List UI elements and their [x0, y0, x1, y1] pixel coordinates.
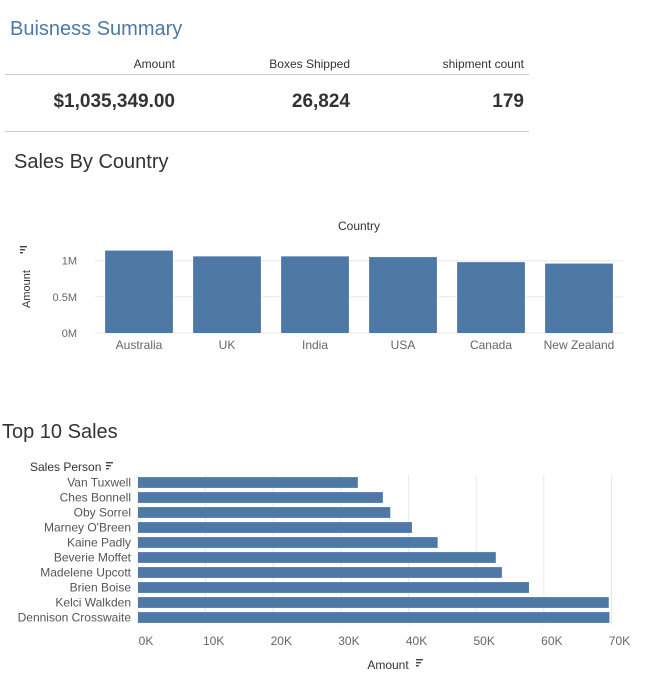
kpi-value-shipments: 179: [492, 91, 524, 112]
country-xtick-label: Canada: [470, 338, 512, 352]
country-y-axis-label: Amount: [21, 270, 33, 308]
country-xtick-label: New Zealand: [544, 338, 615, 352]
country-ytick-label: 1M: [62, 256, 77, 268]
country-ytick-label: 0.5M: [53, 292, 77, 304]
top10-person-label: Beverie Moffet: [54, 551, 132, 565]
country-bar: [281, 256, 349, 333]
country-xtick-label: Australia: [116, 338, 163, 352]
kpi-label-amount: Amount: [133, 57, 175, 71]
top10-xtick-label: 20K: [271, 634, 292, 648]
top10-chart-title: Top 10 Sales: [2, 421, 118, 443]
top10-xtick-label: 50K: [474, 634, 495, 648]
country-bar-chart: Country 0M 0.5M 1M Amount Australia UK India USA…: [20, 219, 623, 352]
top10-bar-chart: Sales Person 0K 10K 20K 30K 40K 50K 60K 70K Van T…: [18, 460, 631, 672]
top10-bar: [138, 552, 496, 563]
top10-person-label: Brien Boise: [70, 581, 132, 595]
kpi-bottom-divider: [5, 131, 529, 132]
country-bar: [545, 263, 613, 333]
top10-bar: [138, 582, 529, 593]
country-bar: [457, 262, 525, 333]
top10-xtick-label: 30K: [338, 634, 359, 648]
top10-person-label: Ches Bonnell: [60, 491, 131, 505]
top10-bar: [138, 597, 609, 608]
top10-person-label: Oby Sorrel: [74, 506, 131, 520]
top10-person-label: Madelene Upcott: [40, 566, 131, 580]
country-bar: [193, 256, 261, 333]
kpi-label-boxes: Boxes Shipped: [269, 57, 350, 71]
kpi-value-amount: $1,035,349.00: [53, 91, 175, 112]
country-ytick-label: 0M: [62, 328, 77, 340]
top10-bar: [138, 477, 358, 488]
country-xtick-label: UK: [219, 338, 236, 352]
top10-person-label: Marney O'Breen: [44, 521, 131, 535]
top10-bar: [138, 537, 438, 548]
country-axis-title: Country: [338, 219, 380, 233]
kpi-value-boxes: 26,824: [291, 91, 350, 112]
top10-xtick-label: 70K: [609, 634, 630, 648]
country-chart-title: Sales By Country: [14, 151, 169, 173]
summary-title: Buisness Summary: [10, 18, 183, 40]
top10-xtick-label: 0K: [139, 634, 154, 648]
top10-sort-icon-y: [106, 462, 113, 470]
top10-bar: [138, 567, 502, 578]
kpi-label-shipments: shipment count: [442, 57, 524, 71]
country-xtick-label: USA: [391, 338, 416, 352]
top10-bar: [138, 507, 391, 518]
top10-xtick-label: 40K: [406, 634, 427, 648]
top10-person-label: Dennison Crosswaite: [18, 611, 132, 625]
top10-x-axis-label: Amount: [367, 658, 409, 672]
top10-xtick-label: 60K: [541, 634, 562, 648]
country-bar: [369, 257, 437, 333]
top10-bar: [138, 522, 412, 533]
top10-person-label: Van Tuxwell: [67, 476, 131, 490]
top10-y-axis-label: Sales Person: [30, 460, 101, 474]
top10-bar: [138, 492, 383, 503]
top10-sort-icon-x: [416, 659, 423, 667]
country-xtick-label: India: [302, 338, 328, 352]
country-bar: [105, 250, 173, 333]
top10-person-label: Kaine Padly: [67, 536, 131, 550]
kpi-header-divider: [5, 74, 529, 75]
top10-bar: [138, 612, 610, 623]
country-sort-icon: [20, 246, 27, 254]
top10-person-label: Kelci Walkden: [55, 596, 131, 610]
top10-xtick-label: 10K: [203, 634, 224, 648]
